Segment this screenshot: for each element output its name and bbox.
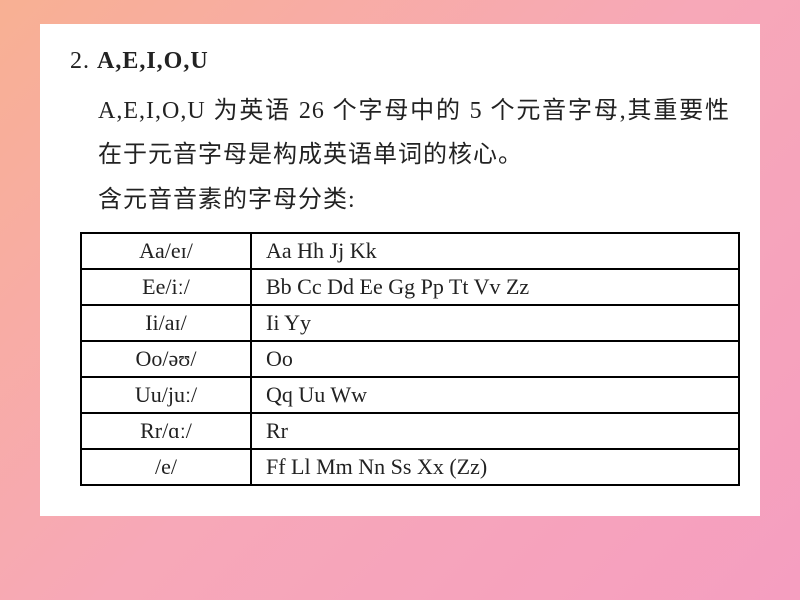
table-row: Aa/eɪ/ Aa Hh Jj Kk [81, 233, 739, 269]
cell-letters: Aa Hh Jj Kk [251, 233, 739, 269]
cell-sound: /e/ [81, 449, 251, 485]
cell-sound: Ii/aɪ/ [81, 305, 251, 341]
paragraph-description: A,E,I,O,U 为英语 26 个字母中的 5 个元音字母,其重要性在于元音字… [98, 89, 730, 178]
slide-background: 2. A,E,I,O,U A,E,I,O,U 为英语 26 个字母中的 5 个元… [0, 0, 800, 600]
vowel-sound-table: Aa/eɪ/ Aa Hh Jj Kk Ee/iː/ Bb Cc Dd Ee Gg… [80, 232, 740, 486]
cell-sound: Ee/iː/ [81, 269, 251, 305]
cell-letters: Qq Uu Ww [251, 377, 739, 413]
cell-sound: Rr/ɑː/ [81, 413, 251, 449]
heading-title: A,E,I,O,U [97, 48, 209, 74]
table-row: Rr/ɑː/ Rr [81, 413, 739, 449]
section-heading: 2. A,E,I,O,U [70, 48, 730, 75]
cell-sound: Uu/juː/ [81, 377, 251, 413]
table-row: Uu/juː/ Qq Uu Ww [81, 377, 739, 413]
cell-letters: Ff Ll Mm Nn Ss Xx (Zz) [251, 449, 739, 485]
content-card: 2. A,E,I,O,U A,E,I,O,U 为英语 26 个字母中的 5 个元… [40, 24, 760, 516]
cell-letters: Ii Yy [251, 305, 739, 341]
cell-letters: Oo [251, 341, 739, 377]
heading-number: 2. [70, 48, 97, 74]
cell-sound: Aa/eɪ/ [81, 233, 251, 269]
cell-letters: Bb Cc Dd Ee Gg Pp Tt Vv Zz [251, 269, 739, 305]
cell-sound: Oo/əʊ/ [81, 341, 251, 377]
table-row: Ii/aɪ/ Ii Yy [81, 305, 739, 341]
table-row: /e/ Ff Ll Mm Nn Ss Xx (Zz) [81, 449, 739, 485]
paragraph-table-intro: 含元音音素的字母分类: [98, 178, 730, 222]
table-row: Ee/iː/ Bb Cc Dd Ee Gg Pp Tt Vv Zz [81, 269, 739, 305]
table-row: Oo/əʊ/ Oo [81, 341, 739, 377]
cell-letters: Rr [251, 413, 739, 449]
